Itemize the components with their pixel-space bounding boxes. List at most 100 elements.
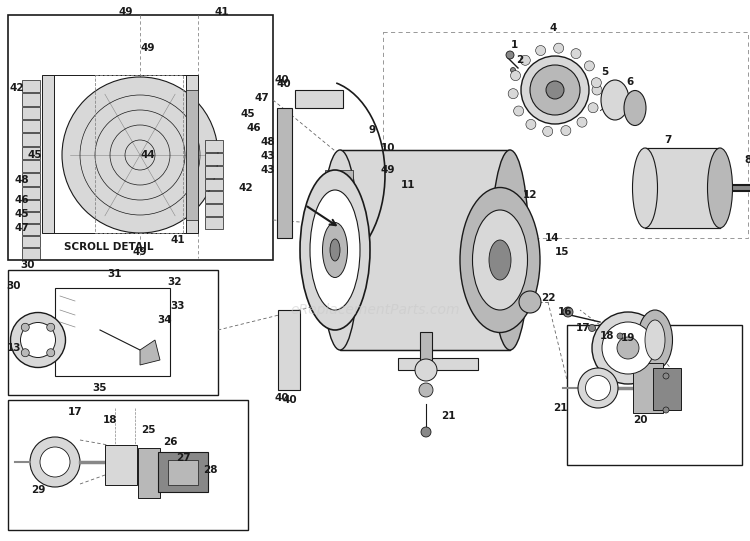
Text: 30: 30 <box>7 281 21 291</box>
Text: 16: 16 <box>558 307 572 317</box>
Ellipse shape <box>707 148 733 228</box>
Text: 11: 11 <box>400 180 416 190</box>
Ellipse shape <box>509 89 518 98</box>
Ellipse shape <box>632 148 658 228</box>
Text: 27: 27 <box>176 453 190 463</box>
Text: 46: 46 <box>15 195 29 205</box>
Bar <box>205 192 223 203</box>
Ellipse shape <box>321 150 359 350</box>
Text: 15: 15 <box>555 247 569 257</box>
Ellipse shape <box>521 56 589 124</box>
Text: 42: 42 <box>10 83 24 93</box>
Bar <box>138 448 160 498</box>
Text: 1: 1 <box>510 40 518 50</box>
Bar <box>168 460 198 485</box>
Text: 31: 31 <box>108 269 122 279</box>
Ellipse shape <box>617 337 639 359</box>
Text: 49: 49 <box>141 43 155 53</box>
Text: 48: 48 <box>261 137 275 147</box>
Bar <box>205 140 223 152</box>
Ellipse shape <box>638 310 673 370</box>
Bar <box>22 107 40 119</box>
Text: 47: 47 <box>15 223 29 233</box>
Text: 9: 9 <box>368 125 376 135</box>
Ellipse shape <box>589 325 596 332</box>
Text: 43: 43 <box>261 165 275 175</box>
Ellipse shape <box>20 322 56 358</box>
Ellipse shape <box>601 80 629 120</box>
Ellipse shape <box>415 359 437 381</box>
Bar <box>633 363 663 413</box>
Ellipse shape <box>526 120 536 129</box>
Ellipse shape <box>30 437 80 487</box>
Text: 34: 34 <box>158 315 172 325</box>
Text: 43: 43 <box>261 151 275 161</box>
Text: 45: 45 <box>28 150 42 160</box>
Text: 33: 33 <box>171 301 185 311</box>
Bar <box>325 260 353 278</box>
Bar <box>295 90 343 108</box>
Ellipse shape <box>40 447 70 477</box>
Ellipse shape <box>577 117 587 127</box>
Ellipse shape <box>536 45 546 56</box>
Text: 12: 12 <box>523 190 537 200</box>
Text: 13: 13 <box>7 343 21 353</box>
Bar <box>55 288 170 376</box>
Bar <box>645 148 720 228</box>
Ellipse shape <box>543 127 553 136</box>
Bar <box>22 160 40 173</box>
Bar <box>398 358 478 370</box>
Text: 48: 48 <box>15 175 29 185</box>
Text: 7: 7 <box>664 135 672 145</box>
Bar <box>8 400 248 530</box>
Bar <box>22 173 40 186</box>
Text: SCROLL DETAIL: SCROLL DETAIL <box>64 242 154 252</box>
Text: 17: 17 <box>576 323 590 333</box>
Bar <box>22 147 40 159</box>
Ellipse shape <box>530 65 580 115</box>
Bar <box>325 170 353 188</box>
Bar <box>22 80 40 93</box>
Text: 49: 49 <box>133 247 147 257</box>
Text: 40: 40 <box>277 79 291 89</box>
Bar <box>22 248 40 259</box>
Ellipse shape <box>554 43 564 53</box>
Text: 26: 26 <box>163 437 177 447</box>
Text: 18: 18 <box>103 415 117 425</box>
Text: 2: 2 <box>516 55 524 65</box>
Bar <box>22 120 40 133</box>
Text: 30: 30 <box>21 260 35 270</box>
Ellipse shape <box>10 313 65 367</box>
Ellipse shape <box>460 188 540 333</box>
Text: 49: 49 <box>381 165 395 175</box>
Text: 18: 18 <box>600 331 614 341</box>
Text: 6: 6 <box>626 77 634 87</box>
Text: 25: 25 <box>141 425 155 435</box>
Ellipse shape <box>21 349 29 357</box>
Bar <box>8 15 273 260</box>
Bar <box>205 204 223 216</box>
Text: 47: 47 <box>254 93 269 103</box>
Bar <box>277 108 292 238</box>
Text: 20: 20 <box>633 415 647 425</box>
Text: 41: 41 <box>171 235 185 245</box>
Text: 28: 28 <box>202 465 217 475</box>
Bar <box>278 310 300 390</box>
Text: 5: 5 <box>602 67 609 77</box>
Ellipse shape <box>563 307 573 317</box>
Ellipse shape <box>578 368 618 408</box>
Ellipse shape <box>472 210 527 310</box>
Ellipse shape <box>514 106 523 116</box>
Ellipse shape <box>419 383 433 397</box>
Ellipse shape <box>330 239 340 261</box>
Ellipse shape <box>322 222 347 278</box>
Ellipse shape <box>602 322 654 374</box>
Ellipse shape <box>624 90 646 126</box>
Ellipse shape <box>46 349 55 357</box>
Bar <box>186 90 198 220</box>
Ellipse shape <box>489 240 511 280</box>
Ellipse shape <box>506 51 514 59</box>
Bar <box>205 179 223 190</box>
Bar <box>95 75 183 233</box>
Bar <box>22 133 40 146</box>
